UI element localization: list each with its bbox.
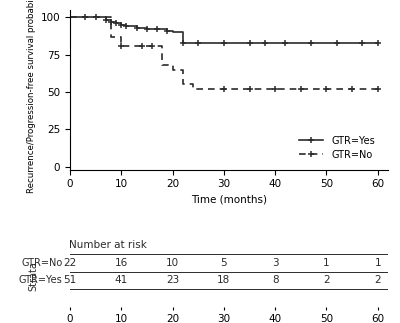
Text: 41: 41 xyxy=(115,276,128,286)
Text: 5: 5 xyxy=(220,258,227,268)
Text: 3: 3 xyxy=(272,258,278,268)
Text: 1: 1 xyxy=(374,258,381,268)
Text: 51: 51 xyxy=(63,276,77,286)
Text: 2: 2 xyxy=(374,276,381,286)
Text: GTR=No: GTR=No xyxy=(21,258,62,268)
Text: 22: 22 xyxy=(63,258,77,268)
Y-axis label: Recurrence/Progression-free survival probability: Recurrence/Progression-free survival pro… xyxy=(28,0,36,193)
Text: Number at risk: Number at risk xyxy=(70,240,147,250)
Text: 2: 2 xyxy=(323,276,330,286)
Text: 10: 10 xyxy=(166,258,179,268)
Text: 8: 8 xyxy=(272,276,278,286)
X-axis label: Time (months): Time (months) xyxy=(191,195,267,205)
Text: 16: 16 xyxy=(115,258,128,268)
Text: GTR=Yes: GTR=Yes xyxy=(18,276,62,286)
Text: Strata: Strata xyxy=(28,261,38,291)
Text: 18: 18 xyxy=(217,276,230,286)
Text: 1: 1 xyxy=(323,258,330,268)
Legend: GTR=Yes, GTR=No: GTR=Yes, GTR=No xyxy=(297,134,377,162)
Text: 23: 23 xyxy=(166,276,179,286)
